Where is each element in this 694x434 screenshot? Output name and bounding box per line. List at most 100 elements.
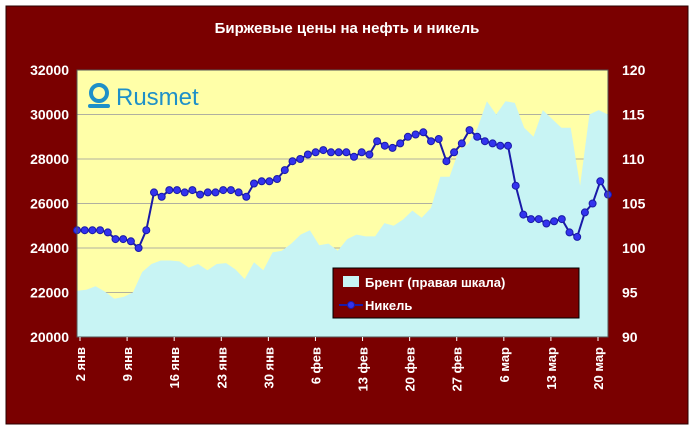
x-axis: 2 янв 9 янв 16 янв 23 янв 30 янв 6 фев 13 фев 2…	[73, 337, 606, 392]
nickel-point	[403, 132, 412, 141]
nickel-point	[234, 188, 243, 197]
nickel-point	[211, 188, 220, 197]
x-tick-label: 23 янв	[214, 347, 229, 389]
y-left-tick-label: 28000	[30, 151, 69, 167]
nickel-point	[419, 128, 428, 137]
nickel-point	[550, 217, 559, 226]
x-tick-label: 2 янв	[73, 347, 88, 381]
nickel-point	[442, 157, 451, 166]
rusmet-logo-text: Rusmet	[116, 84, 199, 111]
nickel-point	[580, 208, 589, 217]
y-right-tick-label: 105	[622, 196, 646, 212]
x-tick-label: 20 фев	[403, 347, 418, 392]
nickel-point	[573, 232, 582, 241]
y-left-tick-label: 30000	[30, 107, 69, 123]
nickel-point	[311, 148, 320, 157]
nickel-point	[180, 188, 189, 197]
y-right-tick-label: 90	[622, 329, 638, 345]
nickel-point	[511, 181, 520, 190]
y-left-tick-label: 24000	[30, 240, 69, 256]
y-left-tick-label: 26000	[30, 196, 69, 212]
nickel-point	[250, 179, 258, 188]
y-right-tick-label: 120	[622, 62, 646, 78]
nickel-point	[173, 186, 181, 195]
nickel-point	[350, 152, 358, 161]
nickel-point	[303, 150, 312, 159]
nickel-point	[188, 186, 197, 195]
nickel-point	[165, 186, 174, 195]
nickel-point	[504, 141, 512, 150]
y-left-tick-label: 22000	[30, 285, 69, 301]
plot-border	[76, 69, 609, 338]
x-tick-label: 6 фев	[308, 347, 323, 384]
nickel-point	[157, 192, 166, 201]
y-axis-left: 20000 22000 24000 26000 28000 30000 32000	[30, 62, 69, 345]
rusmet-logo-base	[88, 104, 110, 108]
nickel-point	[88, 226, 97, 235]
nickel-point	[134, 244, 143, 252]
y-right-tick-label: 110	[622, 151, 645, 167]
legend-swatch-nickel-marker	[347, 301, 355, 309]
y-left-tick-label: 32000	[30, 62, 69, 78]
x-tick-label: 6 мар	[497, 347, 512, 383]
nickel-point	[111, 235, 120, 244]
nickel-point	[411, 130, 420, 139]
nickel-point	[319, 146, 328, 155]
nickel-point	[365, 150, 374, 159]
nickel-point	[219, 186, 228, 195]
nickel-point	[380, 141, 389, 150]
nickel-point	[519, 210, 528, 219]
x-tick-label: 16 янв	[167, 347, 182, 389]
nickel-point	[80, 226, 89, 235]
x-tick-label: 9 янв	[120, 347, 135, 381]
nickel-point	[427, 137, 435, 146]
nickel-point	[450, 148, 459, 157]
nickel-point	[480, 137, 489, 146]
legend: Брент (правая шкала) Никель	[332, 267, 580, 319]
nickel-point	[565, 228, 574, 237]
rusmet-logo-icon	[89, 83, 109, 103]
rusmet-logo: Rusmet	[88, 83, 199, 111]
nickel-point	[596, 177, 605, 186]
legend-box	[332, 267, 580, 319]
nickel-point	[542, 219, 551, 228]
y-right-tick-label: 100	[622, 240, 646, 256]
nickel-point	[488, 139, 497, 148]
nickel-point	[327, 148, 335, 157]
nickel-point	[142, 226, 151, 235]
nickel-point	[373, 137, 382, 146]
nickel-point	[334, 148, 343, 157]
nickel-point	[534, 215, 543, 224]
nickel-point	[103, 228, 112, 237]
legend-label-brent: Брент (правая шкала)	[365, 275, 505, 290]
nickel-point	[203, 188, 212, 197]
nickel-point	[150, 188, 158, 197]
nickel-point	[265, 177, 274, 186]
x-tick-label: 20 мар	[591, 347, 606, 390]
nickel-point	[457, 139, 466, 148]
nickel-point	[126, 237, 135, 246]
nickel-point	[226, 186, 235, 195]
x-tick-label: 13 фев	[356, 347, 371, 392]
nickel-point	[257, 177, 266, 186]
y-right-tick-label: 115	[622, 107, 645, 123]
nickel-point	[196, 190, 205, 199]
nickel-point	[496, 141, 505, 150]
y-axis-right: 90 95 100 105 110 115 120	[622, 62, 646, 345]
nickel-line-layer	[73, 126, 612, 252]
x-tick-label: 13 мар	[544, 347, 559, 390]
x-tick-label: 27 фев	[450, 347, 465, 392]
y-left-tick-label: 20000	[30, 329, 69, 345]
nickel-point	[388, 143, 397, 152]
nickel-point	[357, 148, 366, 157]
nickel-point	[527, 215, 535, 224]
nickel-point	[242, 192, 251, 201]
nickel-point	[296, 155, 305, 163]
legend-swatch-brent	[343, 276, 359, 287]
nickel-point	[465, 126, 474, 135]
legend-label-nickel: Никель	[365, 298, 412, 313]
nickel-point	[342, 148, 351, 157]
nickel-point	[273, 175, 282, 183]
